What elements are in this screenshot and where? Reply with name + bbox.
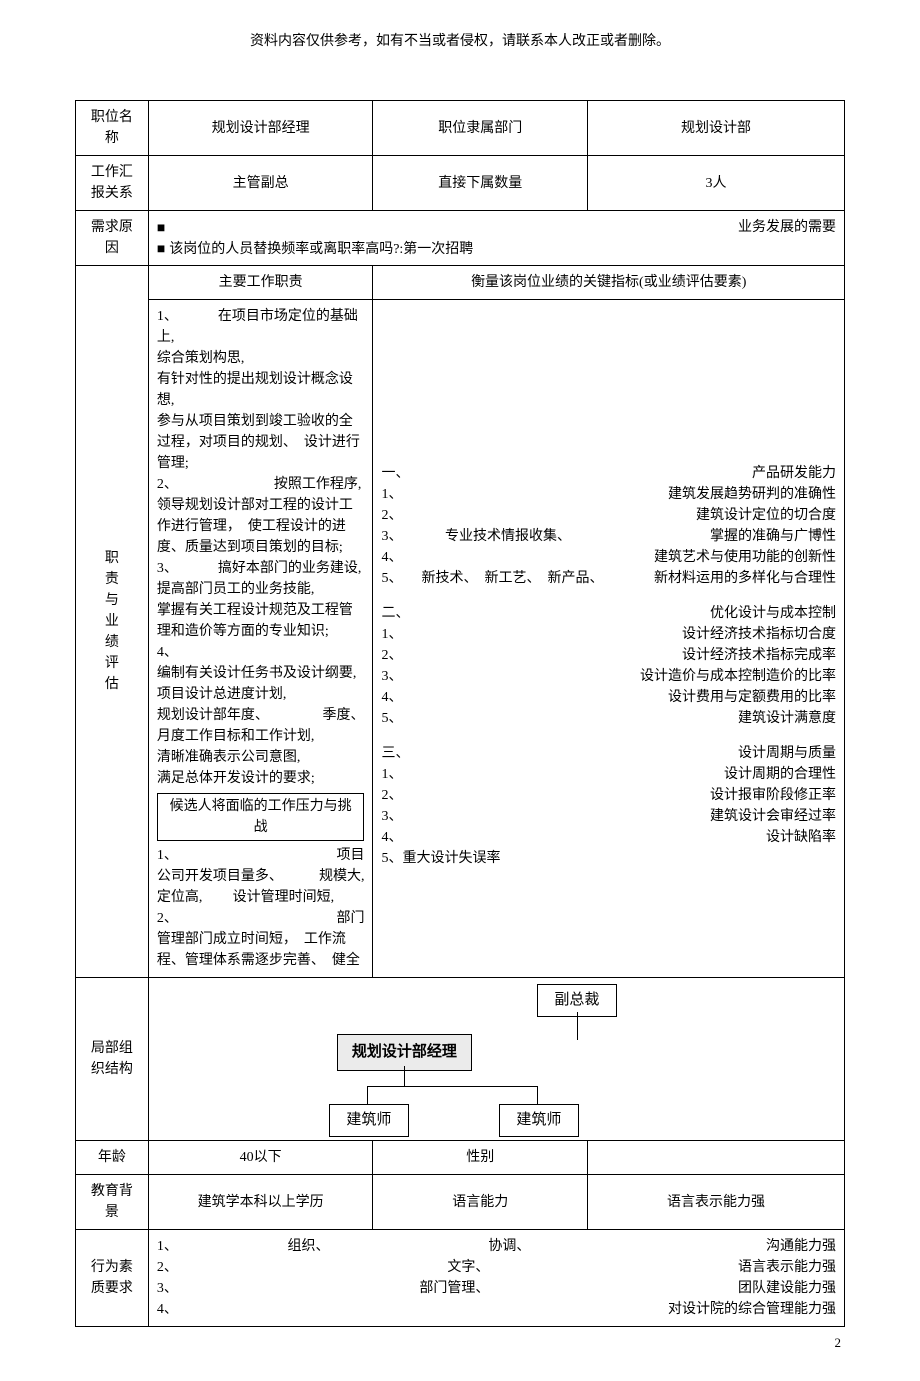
page-number: 2 (75, 1335, 845, 1351)
val-lang: 语言表示能力强 (587, 1175, 844, 1230)
checkbox-icon: ■ (157, 240, 169, 256)
val-reason: ■ 业务发展的需要 ■ 该岗位的人员替换频率或离职率高吗?:第一次招聘 (148, 211, 844, 266)
val-position-name: 规划设计部经理 (148, 101, 373, 156)
header-disclaimer: 资料内容仅供参考，如有不当或者侵权，请联系本人改正或者删除。 (75, 30, 845, 50)
row-position: 职位名称 规划设计部经理 职位隶属部门 规划设计部 (76, 101, 845, 156)
row-behavior: 行为素质要求 1、组织、协调、沟通能力强 2、文字、语言表示能力强 3、部门管理… (76, 1230, 845, 1327)
cell-org-diagram: 副总裁 规划设计部经理 建筑师 建筑师 (148, 978, 844, 1141)
reason-line2: 该岗位的人员替换频率或离职率高吗?:第一次招聘 (169, 242, 473, 257)
org-node-architect-2: 建筑师 (499, 1104, 579, 1137)
val-report: 主管副总 (148, 156, 373, 211)
label-behavior: 行为素质要求 (76, 1230, 149, 1327)
label-reason: 需求原因 (76, 211, 149, 266)
cell-main-duties: 1、在项目市场定位的基础上, 综合策划构思, 有针对性的提出规划设计概念设想, … (148, 300, 373, 978)
val-edu: 建筑学本科以上学历 (148, 1175, 373, 1230)
row-reason: 需求原因 ■ 业务发展的需要 ■ 该岗位的人员替换频率或离职率高吗?:第一次招聘 (76, 211, 845, 266)
cell-kpi: 一、产品研发能力 1、建筑发展趋势研判的准确性 2、建筑设计定位的切合度 3、专… (373, 300, 845, 978)
org-node-architect-1: 建筑师 (329, 1104, 409, 1137)
challenge-box: 候选人将面临的工作压力与挑战 (157, 793, 365, 841)
reason-line1: 业务发展的需要 (165, 217, 836, 238)
val-department: 规划设计部 (587, 101, 844, 156)
val-gender (587, 1141, 844, 1175)
cell-behavior: 1、组织、协调、沟通能力强 2、文字、语言表示能力强 3、部门管理、团队建设能力… (148, 1230, 844, 1327)
label-position-name: 职位名称 (76, 101, 149, 156)
label-lang: 语言能力 (373, 1175, 588, 1230)
label-edu: 教育背景 (76, 1175, 149, 1230)
row-duties-header: 职 责 与 业 绩 评 估 主要工作职责 衡量该岗位业绩的关键指标(或业绩评估要… (76, 266, 845, 300)
row-age: 年龄 40以下 性别 (76, 1141, 845, 1175)
val-subordinates: 3人 (587, 156, 844, 211)
row-report: 工作汇报关系 主管副总 直接下属数量 3人 (76, 156, 845, 211)
label-age: 年龄 (76, 1141, 149, 1175)
row-edu: 教育背景 建筑学本科以上学历 语言能力 语言表示能力强 (76, 1175, 845, 1230)
label-department: 职位隶属部门 (373, 101, 588, 156)
val-age: 40以下 (148, 1141, 373, 1175)
label-report: 工作汇报关系 (76, 156, 149, 211)
row-org: 局部组织结构 副总裁 规划设计部经理 建筑师 建筑师 (76, 978, 845, 1141)
label-duties-side: 职 责 与 业 绩 评 估 (76, 266, 149, 978)
row-duties-body: 1、在项目市场定位的基础上, 综合策划构思, 有针对性的提出规划设计概念设想, … (76, 300, 845, 978)
label-org: 局部组织结构 (76, 978, 149, 1141)
checkbox-icon: ■ (157, 217, 165, 238)
label-gender: 性别 (373, 1141, 588, 1175)
job-spec-table: 职位名称 规划设计部经理 职位隶属部门 规划设计部 工作汇报关系 主管副总 直接… (75, 100, 845, 1327)
header-main-duties: 主要工作职责 (148, 266, 373, 300)
label-subordinates: 直接下属数量 (373, 156, 588, 211)
header-kpi: 衡量该岗位业绩的关键指标(或业绩评估要素) (373, 266, 845, 300)
